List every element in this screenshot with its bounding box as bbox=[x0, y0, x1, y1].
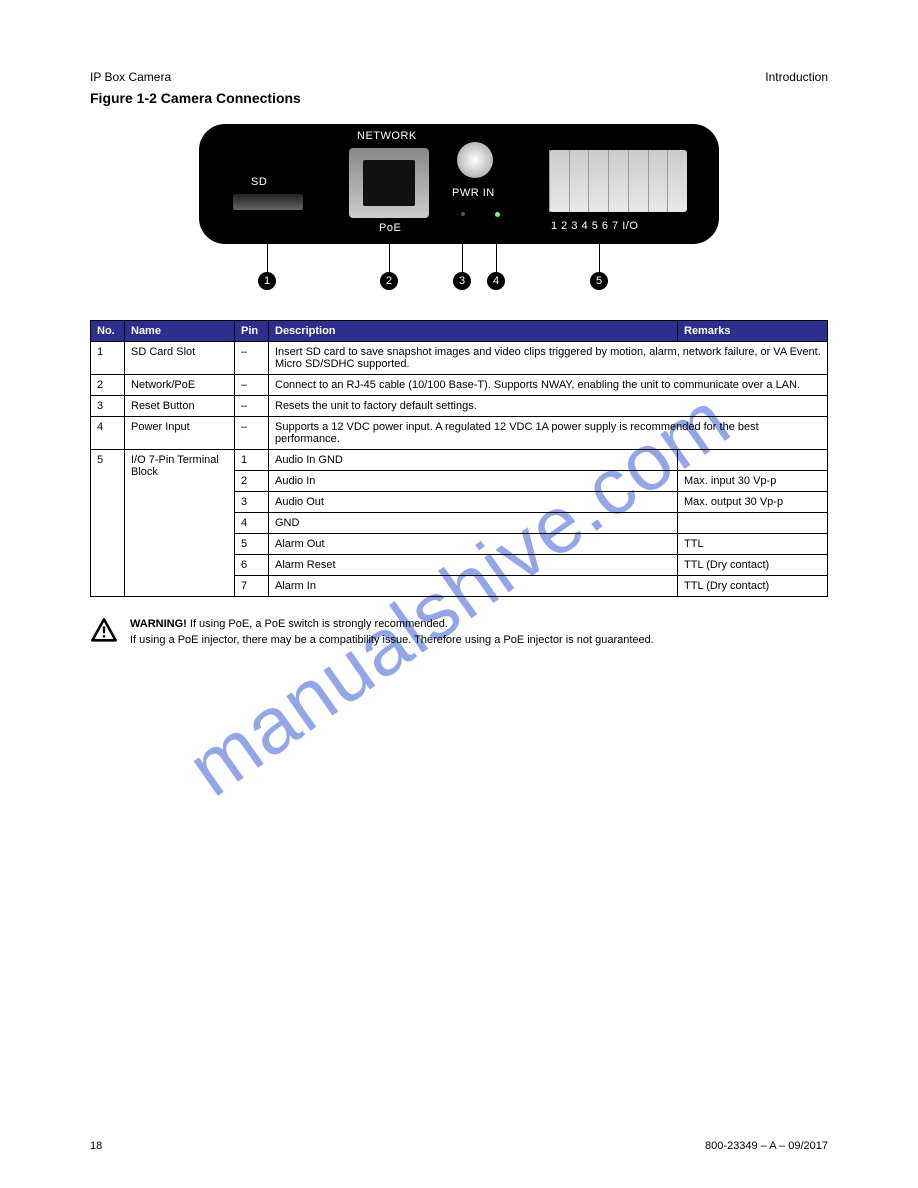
callout-number: 1 bbox=[258, 272, 276, 290]
cell-pin: 3 bbox=[235, 492, 269, 513]
cell-desc: Resets the unit to factory default setti… bbox=[269, 396, 828, 417]
table-header-row: No. Name Pin Description Remarks bbox=[91, 321, 828, 342]
footer-page: 18 bbox=[90, 1140, 102, 1152]
page-content: IP Box Camera Introduction Figure 1-2 Ca… bbox=[0, 0, 918, 691]
cell-desc: Supports a 12 VDC power input. A regulat… bbox=[269, 417, 828, 450]
cell-name: SD Card Slot bbox=[125, 342, 235, 375]
table-row: 1SD Card Slot–Insert SD card to save sna… bbox=[91, 342, 828, 375]
power-connector-graphic bbox=[457, 142, 493, 178]
table-row: 3Reset Button–Resets the unit to factory… bbox=[91, 396, 828, 417]
reset-hole-graphic bbox=[461, 212, 465, 216]
cell-no: 5 bbox=[91, 450, 125, 597]
cell-no: 4 bbox=[91, 417, 125, 450]
cell-pin: 6 bbox=[235, 555, 269, 576]
warning-line2: If using a PoE injector, there may be a … bbox=[130, 634, 654, 646]
power-led-graphic bbox=[495, 212, 500, 217]
cell-name: I/O 7-Pin Terminal Block bbox=[125, 450, 235, 597]
header-product: IP Box Camera bbox=[90, 70, 171, 84]
cell-desc: Audio Out bbox=[269, 492, 678, 513]
cell-desc: Alarm Reset bbox=[269, 555, 678, 576]
label-io: 1 2 3 4 5 6 7 I/O bbox=[551, 220, 638, 232]
th-desc: Description bbox=[269, 321, 678, 342]
label-network: NETWORK bbox=[357, 130, 417, 142]
warning-text: WARNING! If using PoE, a PoE switch is s… bbox=[130, 617, 654, 649]
cell-pin: 5 bbox=[235, 534, 269, 555]
cell-remarks: TTL bbox=[678, 534, 828, 555]
callout-number: 2 bbox=[380, 272, 398, 290]
cell-desc: GND bbox=[269, 513, 678, 534]
device-back-panel: NETWORK SD PoE PWR IN 1 2 3 4 5 6 7 I/O bbox=[199, 124, 719, 244]
callout-number: 5 bbox=[590, 272, 608, 290]
cell-name: Network/PoE bbox=[125, 375, 235, 396]
cell-remarks bbox=[678, 513, 828, 534]
warning-line1: If using PoE, a PoE switch is strongly r… bbox=[190, 618, 448, 630]
terminal-block-graphic bbox=[549, 150, 687, 212]
callout-line bbox=[599, 240, 600, 274]
th-no: No. bbox=[91, 321, 125, 342]
cell-desc: Insert SD card to save snapshot images a… bbox=[269, 342, 828, 375]
callout-row: 1 2 34 5 bbox=[199, 258, 719, 304]
cell-desc: Audio In bbox=[269, 471, 678, 492]
warning-icon bbox=[90, 617, 118, 651]
sd-slot-graphic bbox=[233, 194, 303, 210]
table-row: 2Network/PoE–Connect to an RJ-45 cable (… bbox=[91, 375, 828, 396]
cell-remarks: Max. output 30 Vp-p bbox=[678, 492, 828, 513]
header-section: Introduction bbox=[765, 70, 828, 84]
callout-number: 4 bbox=[487, 272, 505, 290]
cell-remarks: Max. input 30 Vp-p bbox=[678, 471, 828, 492]
warning-block: WARNING! If using PoE, a PoE switch is s… bbox=[90, 617, 828, 651]
label-poe: PoE bbox=[379, 222, 401, 234]
cell-remarks bbox=[678, 450, 828, 471]
table-row: 5I/O 7-Pin Terminal Block1Audio In GND bbox=[91, 450, 828, 471]
cell-name: Reset Button bbox=[125, 396, 235, 417]
cell-name: Power Input bbox=[125, 417, 235, 450]
cell-no: 2 bbox=[91, 375, 125, 396]
page-header: IP Box Camera Introduction bbox=[90, 70, 828, 84]
th-rem: Remarks bbox=[678, 321, 828, 342]
cell-pin: – bbox=[235, 342, 269, 375]
th-pin: Pin bbox=[235, 321, 269, 342]
device-figure: NETWORK SD PoE PWR IN 1 2 3 4 5 6 7 I/O bbox=[90, 124, 828, 244]
warning-lead: WARNING! bbox=[130, 618, 187, 630]
callout-line bbox=[462, 240, 463, 274]
cell-desc: Alarm Out bbox=[269, 534, 678, 555]
label-pwrin: PWR IN bbox=[452, 187, 495, 199]
cell-pin: 4 bbox=[235, 513, 269, 534]
callout-line bbox=[496, 240, 497, 274]
cell-pin: 1 bbox=[235, 450, 269, 471]
cell-remarks: TTL (Dry contact) bbox=[678, 576, 828, 597]
cell-pin: – bbox=[235, 417, 269, 450]
cell-desc: Connect to an RJ-45 cable (10/100 Base-T… bbox=[269, 375, 828, 396]
table-row: 4Power Input–Supports a 12 VDC power inp… bbox=[91, 417, 828, 450]
cell-pin: – bbox=[235, 375, 269, 396]
spec-table: No. Name Pin Description Remarks 1SD Car… bbox=[90, 320, 828, 597]
cell-desc: Audio In GND bbox=[269, 450, 678, 471]
cell-pin: 2 bbox=[235, 471, 269, 492]
callout-line bbox=[389, 240, 390, 274]
rj45-port-graphic bbox=[349, 148, 429, 218]
callout-number: 3 bbox=[453, 272, 471, 290]
footer-doc: 800-23349 – A – 09/2017 bbox=[705, 1140, 828, 1152]
cell-no: 3 bbox=[91, 396, 125, 417]
cell-no: 1 bbox=[91, 342, 125, 375]
cell-desc: Alarm In bbox=[269, 576, 678, 597]
figure-caption: Figure 1-2 Camera Connections bbox=[90, 90, 828, 106]
cell-remarks: TTL (Dry contact) bbox=[678, 555, 828, 576]
cell-pin: 7 bbox=[235, 576, 269, 597]
cell-pin: – bbox=[235, 396, 269, 417]
th-name: Name bbox=[125, 321, 235, 342]
callout-line bbox=[267, 240, 268, 274]
label-sd: SD bbox=[251, 176, 267, 188]
